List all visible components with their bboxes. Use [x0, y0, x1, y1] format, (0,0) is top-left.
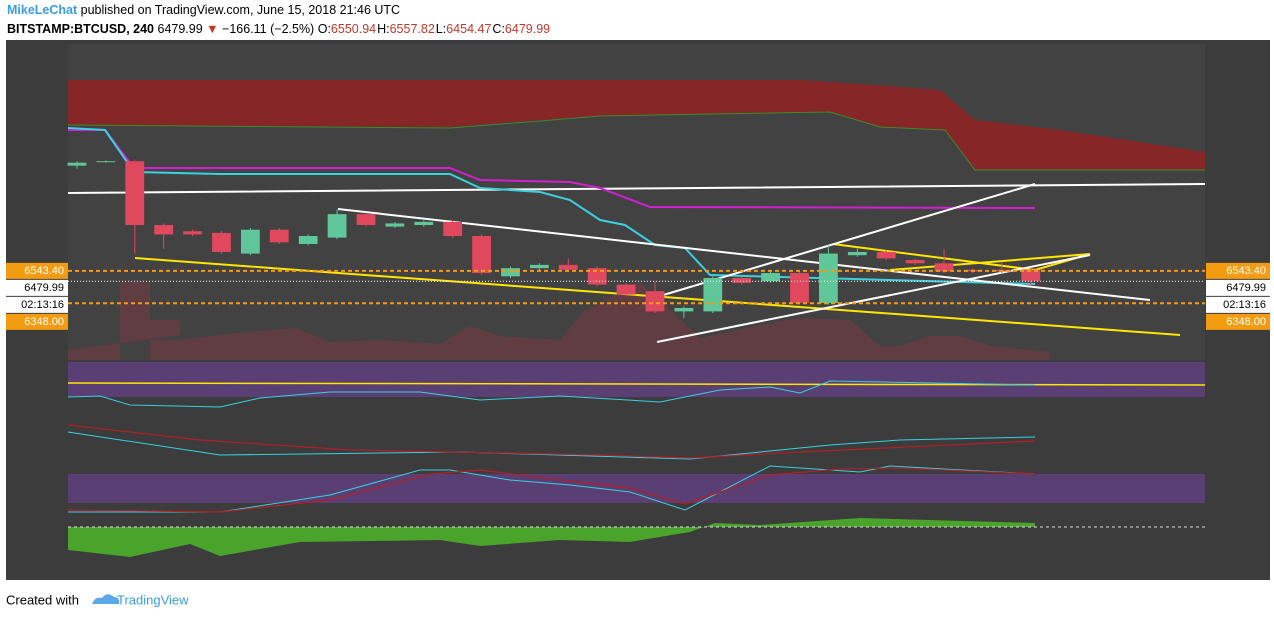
band: [68, 362, 1205, 397]
candle-body: [761, 273, 780, 282]
signal-line: [67, 424, 1036, 459]
candle-body: [327, 214, 347, 238]
price-label-bg: [1206, 279, 1270, 296]
trendline: [67, 183, 1206, 194]
trendline: [656, 254, 1091, 343]
author[interactable]: MikeLeChat: [7, 3, 78, 17]
price-label-bg: [6, 313, 68, 330]
ohlc-label: H:: [377, 22, 390, 36]
cloud: [68, 80, 1205, 170]
ohlc: O:6550.94H:6557.82L:6454.47C:6479.99: [318, 22, 551, 36]
candle-body: [732, 277, 752, 283]
candle-body: [443, 221, 463, 237]
candle-body: [905, 260, 925, 264]
band: [68, 474, 1205, 503]
candle-body: [1021, 269, 1041, 282]
candle-body: [558, 264, 578, 270]
candle-body: [472, 236, 491, 274]
candle-body: [501, 268, 520, 277]
price-label: 6348.00: [1226, 316, 1266, 328]
candle-body: [790, 273, 809, 303]
price-label: 6543.40: [1226, 265, 1266, 277]
axes: 6543.40 6543.40 6479.99 6479.99 02:13:16 02:1…: [6, 262, 1270, 330]
price-label-bg: [6, 279, 68, 296]
price-label-bg: [1206, 262, 1270, 279]
candle-body: [212, 232, 231, 252]
price: 6479.99: [157, 22, 203, 36]
price-label-bg: [1206, 313, 1270, 330]
price-label-bg: [6, 296, 68, 313]
price-label: 6543.40: [24, 265, 64, 277]
price-label: 6479.99: [24, 282, 64, 294]
candle-body: [529, 264, 549, 269]
trendline: [832, 243, 1091, 272]
candle-body: [414, 221, 434, 226]
price-label: 02:13:16: [21, 299, 64, 311]
stoch-k: [68, 465, 1036, 513]
published: published on TradingView.com, June 15, 2…: [80, 3, 401, 17]
ohlc-label: L:: [435, 22, 447, 36]
cloud-edge: [67, 111, 1205, 171]
candle-body: [125, 161, 145, 226]
candle-body: [587, 268, 607, 285]
candle-body: [67, 162, 87, 166]
candle-body: [154, 225, 174, 235]
header-line-1: MikeLeChat published on TradingView.com,…: [7, 3, 400, 17]
candle-body: [356, 214, 376, 226]
candle-body: [703, 277, 723, 312]
ohlc-value: 6479.99: [504, 22, 551, 36]
down-arrow: ▼: [206, 22, 219, 36]
candle-body: [385, 223, 405, 227]
price-label: 6348.00: [24, 316, 64, 328]
marks: [67, 159, 1205, 319]
indicator-line: [67, 380, 1036, 408]
price-label: 6479.99: [1226, 282, 1266, 294]
header-line-2: BITSTAMP:BTCUSD, 240 6479.99 ▼ −166.11 (…: [7, 22, 551, 36]
volume: [68, 282, 1050, 360]
candle-body: [269, 229, 289, 243]
candle-body: [847, 251, 867, 256]
ohlc-value: 6454.47: [446, 22, 492, 36]
macd-line: [67, 431, 1036, 460]
ohlc-label: O:: [317, 22, 331, 36]
candle-body: [240, 229, 260, 254]
ohlc-value: 6557.82: [389, 22, 435, 36]
symbol: BITSTAMP:BTCUSD, 240: [7, 22, 155, 36]
trendline: [659, 183, 1036, 297]
price-label: 02:13:16: [1223, 299, 1266, 311]
candle-body: [674, 308, 694, 312]
candle-body: [645, 291, 665, 312]
candle-body: [298, 236, 318, 244]
candle-body: [616, 284, 636, 295]
logo: [92, 594, 120, 604]
price-label-bg: [1206, 296, 1270, 313]
price-label-bg: [6, 262, 68, 279]
candle-body: [819, 253, 838, 303]
candle-body: [876, 251, 896, 259]
ohlc-label: C:: [492, 22, 505, 36]
histogram-area: [68, 518, 1035, 557]
candle-body: [183, 231, 202, 235]
footer-created: Created with: [6, 592, 79, 607]
change: −166.11 (−2.5%): [222, 22, 315, 36]
stoch-d: [67, 467, 1036, 513]
candle-body: [96, 161, 116, 163]
candle-body: [934, 263, 954, 272]
footer-brand[interactable]: TradingView: [117, 592, 189, 607]
trendline: [337, 208, 1151, 301]
ohlc-value: 6550.94: [330, 22, 377, 36]
